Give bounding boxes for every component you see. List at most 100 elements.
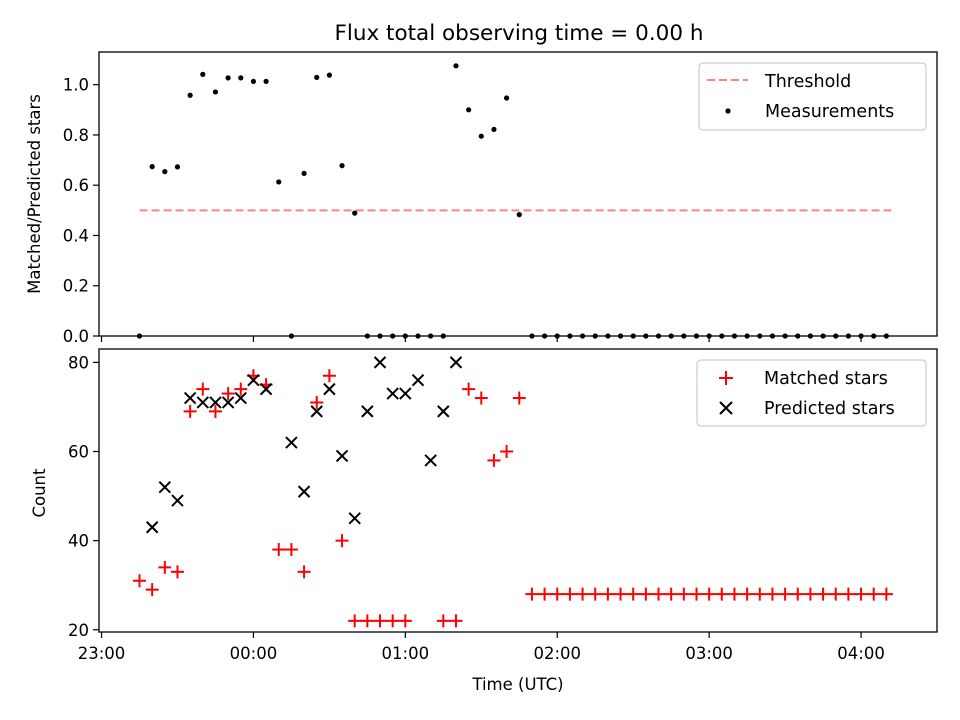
matched-star-point bbox=[816, 587, 830, 601]
matched-star-point bbox=[854, 587, 868, 601]
matched-star-point bbox=[550, 587, 564, 601]
predicted-star-point bbox=[386, 387, 399, 400]
matched-star-point bbox=[626, 587, 640, 601]
matched-star-point bbox=[715, 587, 729, 601]
top-y-tick-label: 0.4 bbox=[63, 226, 89, 245]
measurement-point bbox=[149, 164, 155, 170]
top-legend: Threshold Measurements bbox=[698, 62, 927, 131]
matched-star-point bbox=[386, 614, 400, 628]
measurement-point bbox=[212, 89, 219, 95]
matched-star-point bbox=[373, 614, 387, 628]
measurement-point bbox=[225, 75, 231, 81]
matched-star-point bbox=[360, 614, 374, 628]
predicted-star-point bbox=[221, 396, 235, 409]
measurement-point bbox=[200, 71, 206, 77]
bottom-legend-box bbox=[696, 359, 927, 427]
measurement-point bbox=[162, 169, 168, 175]
bottom-x-tick-label: 04:00 bbox=[837, 644, 885, 663]
matched-star-point bbox=[563, 587, 577, 601]
matched-star-point bbox=[525, 587, 539, 601]
chart-title: Flux total observing time = 0.00 h bbox=[335, 21, 704, 46]
bottom-x-tick-label: 02:00 bbox=[533, 644, 581, 663]
matched-star-point bbox=[272, 543, 286, 557]
matched-star-point bbox=[145, 583, 159, 597]
bottom-y-axis: 20 40 60 80 bbox=[68, 353, 99, 640]
predicted-star-point bbox=[247, 373, 260, 387]
matched-legend-marker bbox=[719, 371, 733, 385]
matched-star-point bbox=[740, 587, 754, 601]
bottom-x-tick-label: 03:00 bbox=[685, 644, 733, 663]
matched-star-point bbox=[297, 565, 311, 579]
measurement-point bbox=[187, 92, 193, 98]
matched-star-point bbox=[487, 453, 501, 467]
bottom-y-tick-label: 40 bbox=[68, 532, 89, 551]
matched-star-point bbox=[753, 587, 767, 601]
matched-star-point bbox=[170, 565, 184, 579]
top-y-tick-label: 1.0 bbox=[63, 76, 89, 95]
predicted-legend-label: Predicted stars bbox=[764, 399, 895, 419]
top-y-tick-label: 0.0 bbox=[63, 327, 89, 346]
predicted-star-point bbox=[183, 391, 197, 405]
matched-star-point bbox=[348, 614, 362, 628]
top-y-tick-label: 0.8 bbox=[63, 126, 89, 145]
matched-star-point bbox=[158, 560, 172, 574]
matched-star-point bbox=[284, 543, 298, 557]
matched-star-point bbox=[133, 574, 147, 588]
top-y-axis: 0.0 0.2 0.4 0.6 0.8 1.0 bbox=[63, 76, 99, 346]
bottom-y-tick-label: 80 bbox=[68, 353, 89, 372]
bottom-legend: Matched stars Predicted stars bbox=[696, 359, 927, 427]
matched-star-point bbox=[196, 382, 210, 396]
matched-star-point bbox=[512, 391, 526, 405]
predicted-star-point bbox=[234, 391, 247, 405]
matched-star-point bbox=[841, 587, 855, 601]
measurement-point bbox=[478, 133, 484, 139]
measurement-point bbox=[326, 72, 332, 78]
predicted-legend-marker bbox=[719, 401, 733, 415]
matched-star-point bbox=[677, 587, 691, 601]
matched-star-point bbox=[398, 614, 412, 628]
predicted-star-point bbox=[449, 356, 463, 369]
matched-star-point bbox=[183, 404, 197, 418]
predicted-star-point bbox=[310, 405, 323, 418]
measurements-legend-marker bbox=[725, 108, 731, 114]
matched-star-point bbox=[689, 587, 703, 601]
measurement-point bbox=[174, 164, 181, 170]
predicted-star-point bbox=[209, 396, 222, 409]
matched-star-point bbox=[208, 404, 222, 418]
top-legend-box bbox=[698, 62, 927, 131]
measurement-point bbox=[453, 63, 459, 69]
matched-star-point bbox=[474, 391, 488, 405]
matched-star-point bbox=[500, 445, 514, 459]
predicted-star-point bbox=[323, 382, 336, 396]
measurement-point bbox=[314, 74, 320, 80]
bottom-y-tick-label: 20 bbox=[68, 621, 89, 640]
matched-star-point bbox=[791, 587, 805, 601]
matched-star-point bbox=[221, 387, 235, 401]
matched-star-point bbox=[664, 587, 678, 601]
bottom-x-axis: 23:00 00:00 01:00 02:00 03:00 04:00 bbox=[78, 632, 885, 663]
matched-star-point bbox=[322, 369, 336, 383]
predicted-star-point bbox=[285, 436, 298, 449]
measurement-point bbox=[504, 95, 510, 101]
predicted-star-point bbox=[171, 494, 184, 507]
matched-star-point bbox=[462, 382, 476, 396]
measurement-point bbox=[263, 78, 269, 85]
top-y-axis-label: Matched/Predicted stars bbox=[25, 94, 44, 294]
matched-star-point bbox=[639, 587, 653, 601]
bottom-x-tick-label: 00:00 bbox=[230, 644, 278, 663]
measurement-point bbox=[276, 179, 282, 185]
matched-star-point bbox=[310, 395, 324, 409]
bottom-y-axis-label: Count bbox=[30, 468, 49, 518]
predicted-star-point bbox=[437, 405, 450, 418]
predicted-star-point bbox=[361, 405, 374, 418]
predicted-star-point bbox=[411, 373, 425, 387]
measurement-point bbox=[352, 210, 358, 216]
matched-star-point bbox=[436, 614, 450, 628]
predicted-star-point bbox=[348, 512, 361, 525]
matched-star-point bbox=[588, 587, 602, 601]
bottom-x-tick-label: 01:00 bbox=[382, 644, 430, 663]
threshold-legend-label: Threshold bbox=[764, 72, 851, 92]
bottom-y-tick-label: 60 bbox=[68, 443, 89, 462]
